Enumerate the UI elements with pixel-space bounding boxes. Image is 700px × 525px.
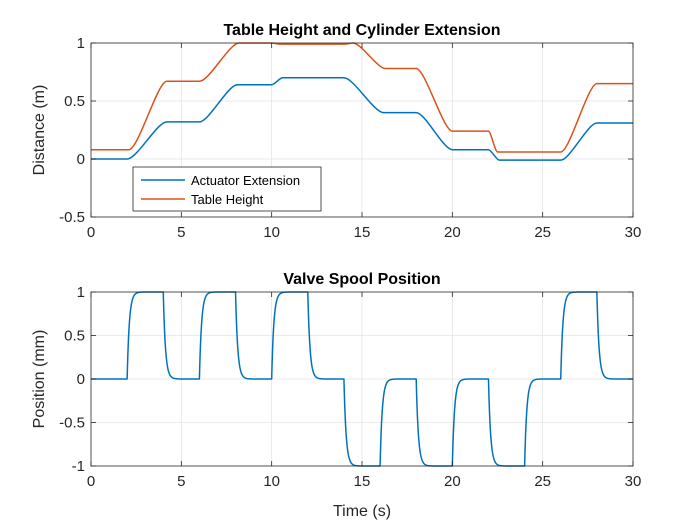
y-tick-label: 0.5 (64, 328, 85, 345)
legend: Actuator Extension Table Height (132, 166, 322, 212)
bottom-ticks: 0 5 10 15 20 25 30 -1 -0.5 0 0.5 1 (59, 284, 641, 490)
y-tick-label: 0 (77, 371, 85, 388)
x-tick-label: 15 (354, 473, 371, 490)
y-tick-label: 0.5 (64, 93, 85, 110)
top-y-axis-label: Distance (m) (31, 85, 48, 176)
x-tick-label: 20 (444, 473, 461, 490)
bottom-axes: 0 5 10 15 20 25 30 -1 -0.5 0 0.5 1 Valve Spool Posi… (31, 271, 641, 520)
legend-box (132, 166, 322, 212)
y-tick-label: -0.5 (59, 209, 85, 226)
y-tick-label: 1 (77, 35, 85, 52)
bottom-x-axis-label: Time (s) (333, 503, 391, 520)
x-tick-label: 10 (263, 224, 280, 241)
x-tick-label: 10 (263, 473, 280, 490)
y-tick-label: -0.5 (59, 415, 85, 432)
top-axes: 0 5 10 15 20 25 30-0.500.51 Table Height and C… (31, 22, 641, 241)
x-tick-label: 15 (354, 224, 371, 241)
x-tick-label: 5 (177, 473, 185, 490)
x-tick-label: 0 (87, 473, 95, 490)
x-tick-label: 5 (177, 224, 185, 241)
bottom-y-axis-label: Position (mm) (31, 330, 48, 429)
bottom-chart-title: Valve Spool Position (283, 271, 440, 288)
x-tick-label: 25 (534, 473, 551, 490)
top-chart-title: Table Height and Cylinder Extension (223, 22, 500, 39)
x-tick-label: 0 (87, 224, 95, 241)
legend-label-table-height: Table Height (191, 192, 264, 207)
top-ticks: 0 5 10 15 20 25 30-0.500.51 (59, 35, 641, 241)
y-tick-label: -1 (72, 458, 85, 475)
x-tick-label: 20 (444, 224, 461, 241)
y-tick-label: 1 (77, 284, 85, 301)
x-tick-label: 30 (625, 224, 642, 241)
y-tick-label: 0 (77, 151, 85, 168)
legend-label-actuator-extension: Actuator Extension (191, 173, 300, 188)
x-tick-label: 30 (625, 473, 642, 490)
x-tick-label: 25 (534, 224, 551, 241)
top-grid (91, 43, 633, 217)
series-line-actuator-extension (91, 77, 633, 161)
